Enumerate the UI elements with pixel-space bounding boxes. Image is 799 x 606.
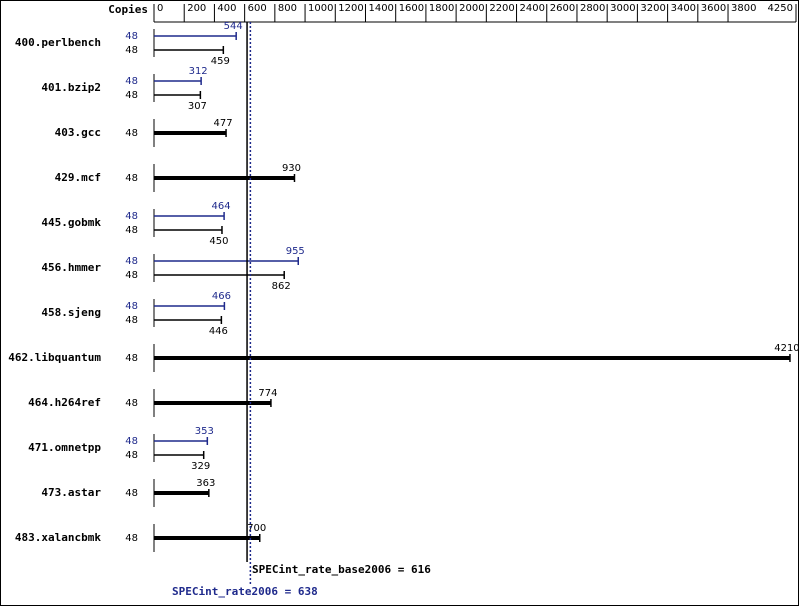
value-label: 4210 [774,343,799,354]
x-tick-label: 3600 [701,3,726,14]
copies: 48 [125,211,138,222]
value-label: 862 [272,281,291,292]
benchmark-name: 403.gcc [55,126,101,139]
benchmark-name: 429.mcf [55,171,101,184]
x-tick-label: 3000 [610,3,635,14]
x-tick-label: 2000 [459,3,484,14]
x-tick-label: 0 [157,3,163,14]
value-label: 459 [211,56,230,67]
copies: 48 [125,90,138,101]
value-label: 466 [212,291,231,302]
value-label: 477 [214,118,233,129]
copies: 48 [125,450,138,461]
copies: 48 [125,488,138,499]
value-label: 774 [258,388,277,399]
value-label: 329 [191,461,210,472]
benchmark-name: 401.bzip2 [41,81,101,94]
copies: 48 [125,128,138,139]
x-tick-label: 3400 [671,3,696,14]
x-tick-label: 1200 [338,3,363,14]
copies: 48 [125,353,138,364]
x-tick-label: 1600 [399,3,424,14]
value-label: 544 [224,21,243,32]
copies: 48 [125,398,138,409]
copies: 48 [125,173,138,184]
base-mean-label: SPECint_rate_base2006 = 616 [252,563,431,576]
value-label: 446 [209,326,228,337]
x-tick-label: 3200 [640,3,665,14]
peak-mean-label: SPECint_rate2006 = 638 [172,585,318,598]
value-label: 700 [247,523,266,534]
benchmark-name: 473.astar [41,486,101,499]
x-tick-label: 2600 [550,3,575,14]
copies: 48 [125,436,138,447]
x-tick-label: 3800 [731,3,756,14]
value-label: 363 [196,478,215,489]
x-tick-label: 1000 [308,3,333,14]
copies: 48 [125,533,138,544]
x-tick-label: 2800 [580,3,605,14]
x-tick-label: 2400 [520,3,545,14]
value-label: 307 [188,101,207,112]
copies: 48 [125,270,138,281]
benchmark-name: 464.h264ref [28,396,101,409]
copies: 48 [125,45,138,56]
benchmark-name: 400.perlbench [15,36,101,49]
value-label: 312 [189,66,208,77]
axis-label: Copies [108,3,148,16]
benchmark-name: 462.libquantum [8,351,101,364]
x-tick-label: 2200 [489,3,514,14]
x-tick-label: 400 [217,3,236,14]
value-label: 955 [286,246,305,257]
x-tick-label: 200 [187,3,206,14]
benchmark-name: 483.xalancbmk [15,531,101,544]
benchmark-name: 458.sjeng [41,306,101,319]
benchmark-name: 456.hmmer [41,261,101,274]
copies: 48 [125,225,138,236]
value-label: 930 [282,163,301,174]
x-tick-label: 600 [248,3,267,14]
copies: 48 [125,31,138,42]
benchmark-name: 471.omnetpp [28,441,101,454]
copies: 48 [125,76,138,87]
value-label: 464 [212,201,231,212]
x-tick-label: 800 [278,3,297,14]
x-tick-label: 1800 [429,3,454,14]
x-tick-label: 1400 [368,3,393,14]
value-label: 450 [209,236,228,247]
copies: 48 [125,256,138,267]
copies: 48 [125,315,138,326]
copies: 48 [125,301,138,312]
benchmark-name: 445.gobmk [41,216,101,229]
x-tick-label: 4250 [768,3,793,14]
value-label: 353 [195,426,214,437]
